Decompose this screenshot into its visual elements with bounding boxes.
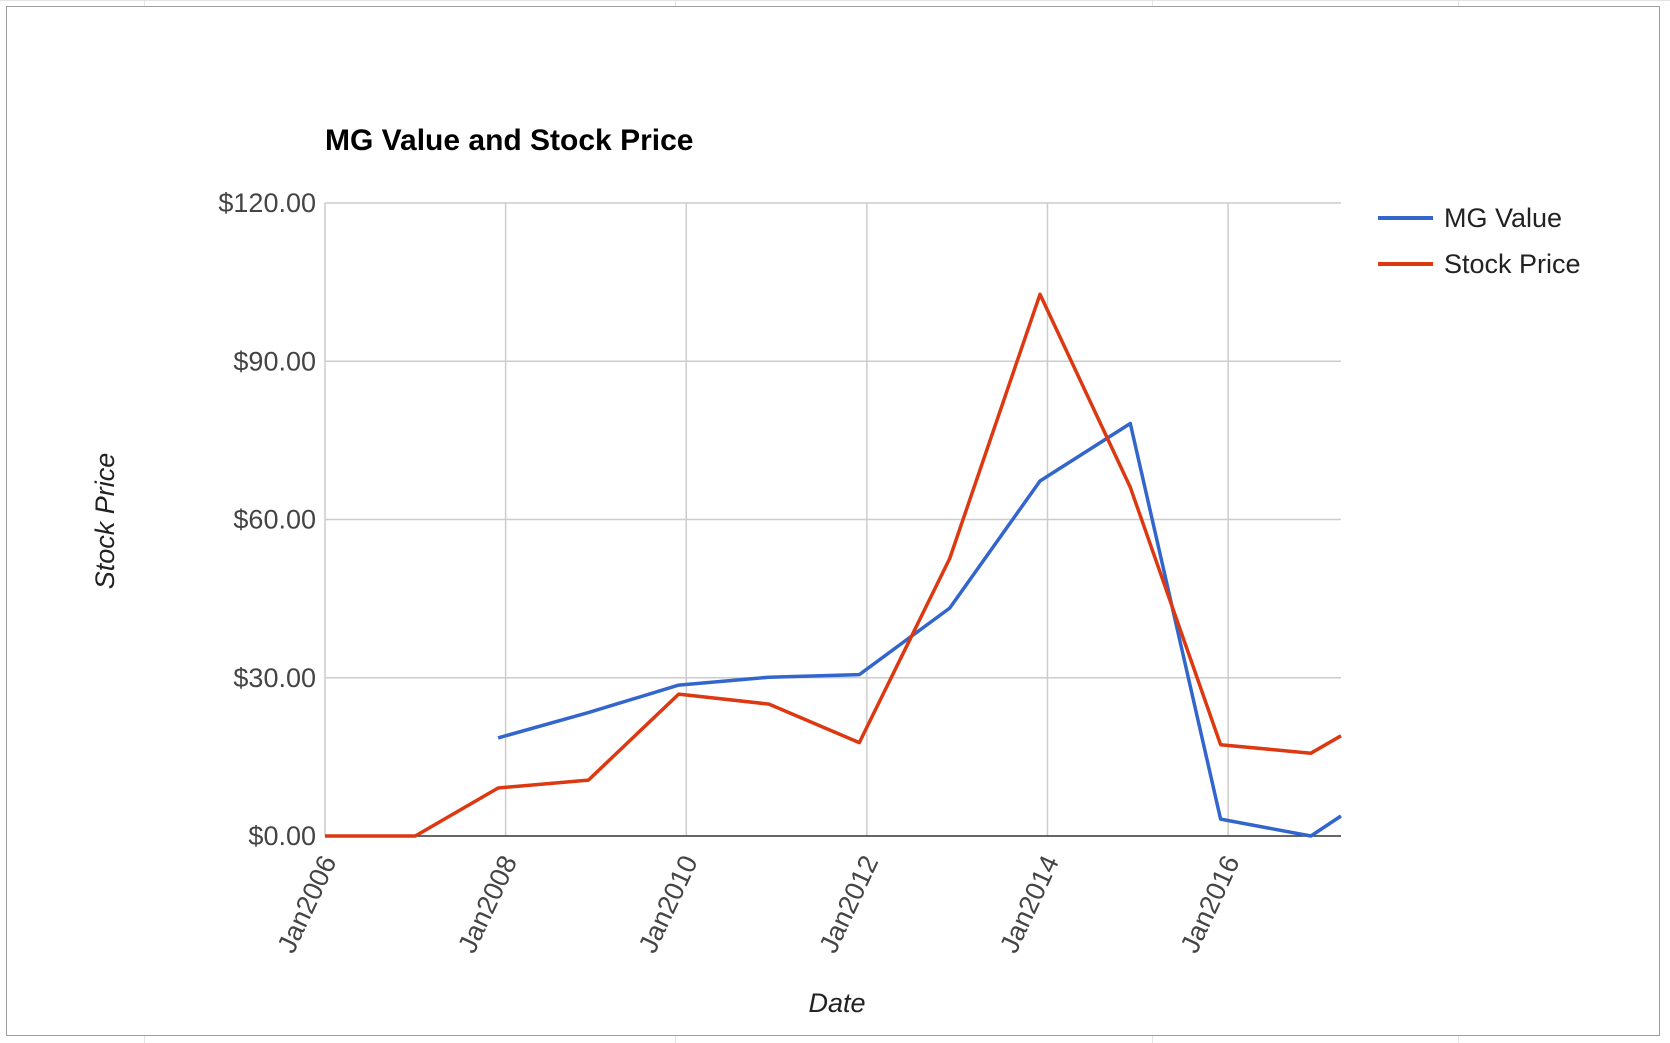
series-lines <box>325 292 1342 838</box>
y-tick-label: $90.00 <box>233 346 316 376</box>
chart-title: MG Value and Stock Price <box>325 124 693 157</box>
x-tick-label: Jan2012 <box>813 851 884 958</box>
x-tick-label: Jan2006 <box>271 851 342 958</box>
legend-label: Stock Price <box>1444 249 1581 279</box>
x-tick-label: Jan2008 <box>452 851 523 958</box>
x-tick-label: Jan2016 <box>1175 851 1246 958</box>
series-line-mg-value[interactable] <box>497 421 1342 838</box>
x-axis-tick-labels: Jan2006 Jan2008 Jan2010 Jan2012 Jan2014 Jan20… <box>271 851 1245 958</box>
y-axis-title: Stock Price <box>90 453 120 590</box>
y-axis-tick-labels: $0.00 $30.00 $60.00 $90.00 $120.00 <box>218 188 316 851</box>
x-axis-title: Date <box>808 988 865 1018</box>
series-line-stock-price[interactable] <box>325 292 1342 838</box>
line-chart: $0.00$30.00$60.00$90.00$120.00 Jan2006 Ja… <box>90 124 1581 1018</box>
gridlines <box>324 202 1341 837</box>
x-tick-label: Jan2010 <box>633 851 704 958</box>
chart-legend: MG Value Stock Price <box>1378 203 1581 279</box>
y-tick-label: $120.00 <box>218 188 316 218</box>
chart-container[interactable]: $0.00 $30.00 $60.00 $90.00 $120.00 Jan2006 Ja… <box>6 6 1660 1036</box>
y-tick-label: $0.00 <box>248 821 316 851</box>
legend-label: MG Value <box>1444 203 1562 233</box>
y-tick-label: $60.00 <box>233 505 316 535</box>
y-tick-label: $30.00 <box>233 663 316 693</box>
x-tick-label: Jan2014 <box>994 851 1065 958</box>
